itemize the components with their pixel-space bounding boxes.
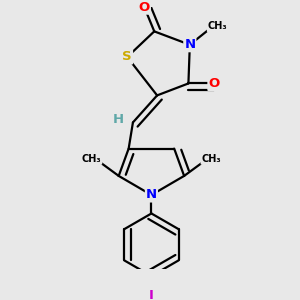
Text: CH₃: CH₃ xyxy=(82,154,101,164)
Text: S: S xyxy=(122,50,132,64)
Text: H: H xyxy=(113,113,124,126)
Text: O: O xyxy=(139,1,150,14)
Text: CH₃: CH₃ xyxy=(201,154,221,164)
Text: N: N xyxy=(184,38,195,51)
Text: O: O xyxy=(208,77,220,90)
Text: CH₃: CH₃ xyxy=(208,21,227,31)
Text: I: I xyxy=(149,290,154,300)
Text: N: N xyxy=(146,188,157,202)
